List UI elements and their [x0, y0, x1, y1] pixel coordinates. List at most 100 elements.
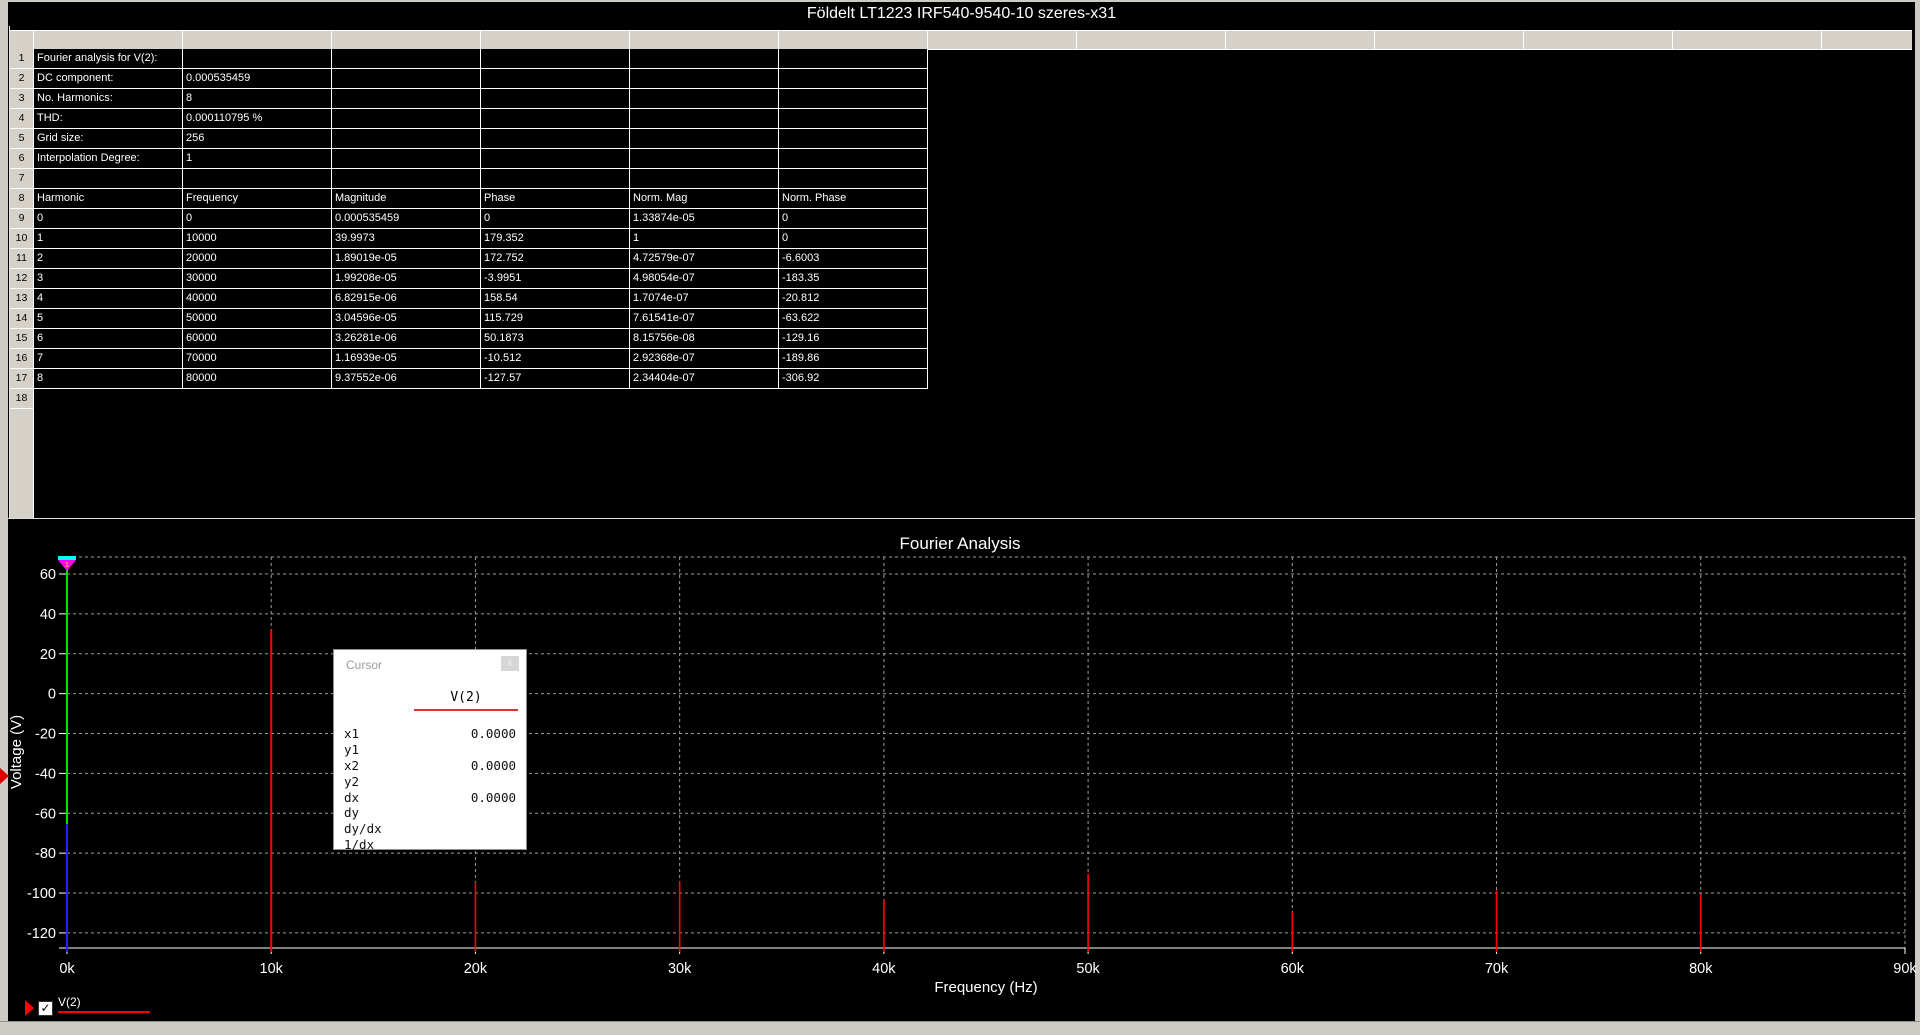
- table-cell[interactable]: 3.04596e-05: [332, 309, 480, 328]
- table-cell[interactable]: No. Harmonics:: [34, 89, 182, 108]
- table-cell[interactable]: 0.000535459: [332, 209, 480, 228]
- table-cell[interactable]: 4.72579e-07: [630, 249, 778, 268]
- table-cell[interactable]: -189.86: [779, 349, 927, 368]
- row-number-cell[interactable]: 11: [10, 249, 33, 269]
- table-cell[interactable]: 1.89019e-05: [332, 249, 480, 268]
- table-cell[interactable]: 0.000535459: [183, 69, 331, 88]
- table-cell[interactable]: 30000: [183, 269, 331, 288]
- row-number-cell[interactable]: 12: [10, 269, 33, 289]
- table-cell[interactable]: 10000: [183, 229, 331, 248]
- column-header-cell[interactable]: [1077, 31, 1225, 49]
- table-cell[interactable]: Norm. Mag: [630, 189, 778, 208]
- table-cell[interactable]: -20.812: [779, 289, 927, 308]
- column-header-cell[interactable]: [34, 31, 182, 49]
- column-header-corner-cell[interactable]: [10, 31, 33, 49]
- table-cell[interactable]: [779, 129, 927, 148]
- table-cell[interactable]: 50000: [183, 309, 331, 328]
- column-header-cell[interactable]: [1673, 31, 1821, 49]
- row-number-cell[interactable]: 13: [10, 289, 33, 309]
- table-cell[interactable]: -127.57: [481, 369, 629, 388]
- table-cell[interactable]: 7: [34, 349, 182, 368]
- table-cell[interactable]: [779, 109, 927, 128]
- title-bar[interactable]: Földelt LT1223 IRF540-9540-10 szeres-x31: [8, 2, 1915, 26]
- table-cell[interactable]: 0: [481, 209, 629, 228]
- cursor-window[interactable]: Cursor x V(2) x1 0.0000 y1 x2 0.0000 y2 dx 0.00…: [333, 649, 527, 852]
- table-cell[interactable]: [332, 129, 480, 148]
- table-cell[interactable]: [779, 169, 927, 188]
- table-cell[interactable]: [183, 49, 331, 68]
- table-cell[interactable]: 158.54: [481, 289, 629, 308]
- cursor-handle-bar-icon[interactable]: [58, 556, 76, 560]
- row-number-cell[interactable]: 7: [10, 169, 33, 189]
- table-cell[interactable]: 172.752: [481, 249, 629, 268]
- table-cell[interactable]: 6: [34, 329, 182, 348]
- table-cell[interactable]: Frequency: [183, 189, 331, 208]
- table-cell[interactable]: [332, 169, 480, 188]
- table-cell[interactable]: [630, 149, 778, 168]
- table-cell[interactable]: 1.99208e-05: [332, 269, 480, 288]
- table-cell[interactable]: Fourier analysis for V(2):: [34, 49, 182, 68]
- row-number-cell[interactable]: 10: [10, 229, 33, 249]
- column-header-cell[interactable]: [779, 31, 927, 49]
- table-cell[interactable]: 115.729: [481, 309, 629, 328]
- row-number-cell[interactable]: 1: [10, 49, 33, 69]
- table-cell[interactable]: [481, 49, 629, 68]
- table-cell[interactable]: [34, 169, 182, 188]
- table-cell[interactable]: 256: [183, 129, 331, 148]
- table-cell[interactable]: [183, 169, 331, 188]
- table-cell[interactable]: [481, 109, 629, 128]
- table-cell[interactable]: 1: [630, 229, 778, 248]
- legend-checkbox[interactable]: ✓: [38, 1001, 53, 1016]
- table-cell[interactable]: 7.61541e-07: [630, 309, 778, 328]
- table-cell[interactable]: 70000: [183, 349, 331, 368]
- column-header-cell[interactable]: [481, 31, 629, 49]
- table-cell[interactable]: DC component:: [34, 69, 182, 88]
- cursor-handle-icon[interactable]: [58, 560, 76, 571]
- table-cell[interactable]: 0: [34, 209, 182, 228]
- table-cell[interactable]: -3.9951: [481, 269, 629, 288]
- row-number-cell[interactable]: 4: [10, 109, 33, 129]
- table-cell[interactable]: 0: [779, 209, 927, 228]
- table-cell[interactable]: [332, 69, 480, 88]
- table-cell[interactable]: [332, 149, 480, 168]
- table-cell[interactable]: [630, 49, 778, 68]
- table-cell[interactable]: 4.98054e-07: [630, 269, 778, 288]
- table-cell[interactable]: -10.512: [481, 349, 629, 368]
- table-cell[interactable]: [332, 49, 480, 68]
- table-cell[interactable]: 80000: [183, 369, 331, 388]
- table-cell[interactable]: [779, 149, 927, 168]
- table-cell[interactable]: 50.1873: [481, 329, 629, 348]
- row-number-cell[interactable]: 5: [10, 129, 33, 149]
- table-cell[interactable]: 4: [34, 289, 182, 308]
- table-cell[interactable]: 1.16939e-05: [332, 349, 480, 368]
- column-header-cell[interactable]: [1375, 31, 1523, 49]
- column-header-cell[interactable]: [1524, 31, 1672, 49]
- table-cell[interactable]: [630, 169, 778, 188]
- table-cell[interactable]: [481, 149, 629, 168]
- table-cell[interactable]: 0: [779, 229, 927, 248]
- table-cell[interactable]: 1.7074e-07: [630, 289, 778, 308]
- table-cell[interactable]: [630, 129, 778, 148]
- table-cell[interactable]: [630, 89, 778, 108]
- table-cell[interactable]: -6.6003: [779, 249, 927, 268]
- table-cell[interactable]: 60000: [183, 329, 331, 348]
- table-cell[interactable]: 8: [183, 89, 331, 108]
- table-cell[interactable]: 40000: [183, 289, 331, 308]
- table-cell[interactable]: 1.33874e-05: [630, 209, 778, 228]
- row-number-cell[interactable]: 14: [10, 309, 33, 329]
- table-cell[interactable]: 0.000110795 %: [183, 109, 331, 128]
- row-number-cell[interactable]: 8: [10, 189, 33, 209]
- row-number-cell[interactable]: 17: [10, 369, 33, 389]
- table-cell[interactable]: [779, 69, 927, 88]
- table-cell[interactable]: [332, 89, 480, 108]
- table-cell[interactable]: Grid size:: [34, 129, 182, 148]
- column-header-cell[interactable]: [630, 31, 778, 49]
- table-cell[interactable]: -129.16: [779, 329, 927, 348]
- cursor-window-title[interactable]: Cursor: [346, 658, 383, 672]
- table-cell[interactable]: 2.92368e-07: [630, 349, 778, 368]
- table-cell[interactable]: [630, 109, 778, 128]
- table-cell[interactable]: 8: [34, 369, 182, 388]
- table-cell[interactable]: 3.26281e-06: [332, 329, 480, 348]
- table-cell[interactable]: -306.92: [779, 369, 927, 388]
- column-header-cell[interactable]: [332, 31, 480, 49]
